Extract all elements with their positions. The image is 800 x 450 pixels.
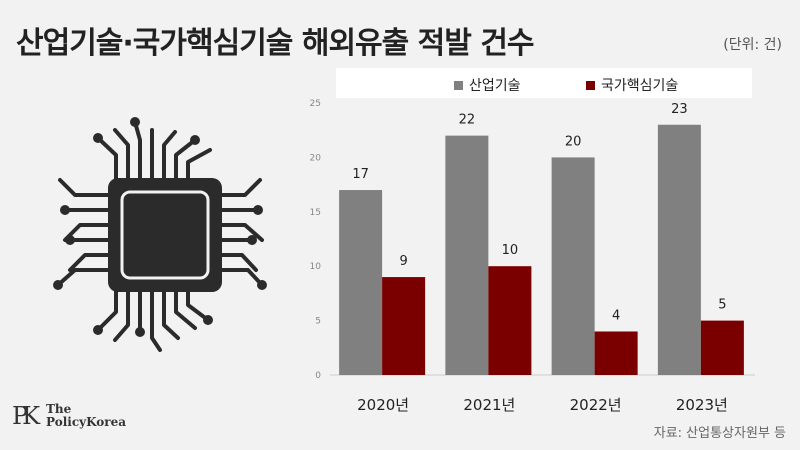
legend: 산업기술 국가핵심기술 <box>336 68 752 98</box>
logo: PK The PolicyKorea <box>12 402 126 430</box>
legend-label-series1: 산업기술 <box>469 78 521 94</box>
data-label: 10 <box>502 243 519 258</box>
data-label: 17 <box>352 167 369 182</box>
legend-item-series1: 산업기술 <box>454 75 521 95</box>
legend-swatch-series2 <box>586 80 595 90</box>
y-tick-label: 0 <box>315 371 321 381</box>
y-tick-label: 20 <box>310 153 322 163</box>
x-tick-label: 2020년 <box>357 396 409 414</box>
y-tick-label: 15 <box>310 208 321 218</box>
legend-label-series2: 국가핵심기술 <box>601 78 679 94</box>
logo-line1: The <box>46 402 72 416</box>
data-label: 4 <box>612 308 620 323</box>
x-tick-label: 2022년 <box>570 396 622 414</box>
logo-line2: PolicyKorea <box>46 415 127 429</box>
page-title: 산업기술·국가핵심기술 해외유출 적발 건수 <box>16 26 535 61</box>
data-label: 5 <box>718 298 726 313</box>
legend-swatch-series1 <box>454 80 463 90</box>
data-label: 9 <box>399 254 407 269</box>
bar <box>551 157 595 375</box>
bar <box>445 135 489 375</box>
bar <box>382 277 426 375</box>
y-tick-label: 5 <box>315 317 321 327</box>
bar <box>488 266 532 375</box>
logo-mark: PK <box>12 402 40 430</box>
bar <box>339 190 383 375</box>
x-tick-label: 2021년 <box>463 396 515 414</box>
x-tick-label: 2023년 <box>676 396 728 414</box>
bar <box>700 320 744 375</box>
data-label: 22 <box>459 113 476 128</box>
bar <box>594 331 638 375</box>
bar <box>657 124 701 375</box>
legend-item-series2: 국가핵심기술 <box>586 75 678 95</box>
source-note: 자료: 산업통상자원부 등 <box>653 426 786 441</box>
unit-label: (단위: 건) <box>723 37 782 53</box>
data-label: 20 <box>565 134 582 149</box>
data-label: 23 <box>671 102 688 117</box>
microchip-icon <box>53 117 267 352</box>
y-tick-label: 10 <box>310 262 322 272</box>
y-tick-label: 25 <box>310 99 321 109</box>
